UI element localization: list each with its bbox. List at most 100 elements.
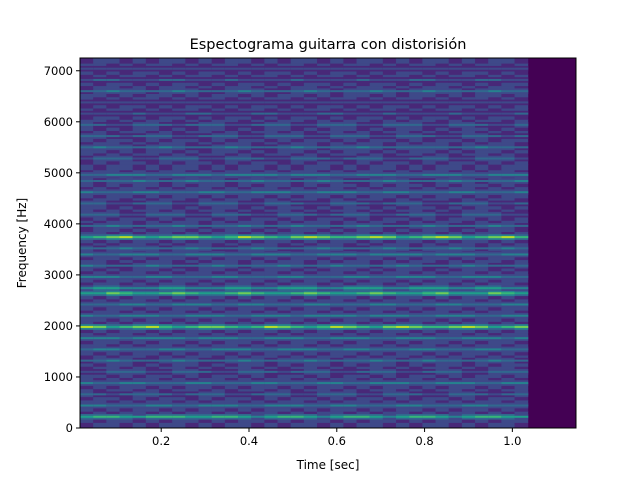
spectrogram-haze-cell [251, 315, 265, 322]
spectrogram-band-cell [409, 236, 423, 239]
spectrogram-band-cell [185, 348, 200, 351]
spectrogram-haze-cell [343, 113, 358, 120]
spectrogram-haze-cell [514, 326, 529, 334]
spectrogram-haze-cell [382, 136, 397, 143]
spectrogram-haze-cell [330, 360, 344, 367]
spectrogram-band-cell [461, 404, 476, 407]
spectrogram-haze-cell [198, 282, 213, 289]
spectrogram-band-cell [356, 157, 371, 160]
spectrogram-band-cell [119, 173, 134, 176]
spectrogram-haze-cell [106, 282, 121, 289]
spectrogram-haze-cell [396, 259, 410, 266]
spectrogram-band-cell [224, 253, 239, 256]
spectrogram-band-cell [132, 359, 147, 362]
spectrogram-haze-cell [488, 79, 502, 87]
spectrogram-band-cell [145, 90, 160, 93]
spectrogram-haze-cell [435, 282, 450, 289]
spectrogram-haze-cell [93, 203, 107, 210]
spectrogram-haze-cell [119, 270, 134, 277]
spectrogram-band-cell [396, 247, 410, 250]
spectrogram-band-cell [514, 247, 529, 250]
spectrogram-band-cell [343, 179, 358, 183]
spectrogram-haze-cell [185, 338, 200, 345]
spectrogram-band-cell [317, 146, 331, 149]
spectrogram-haze-cell [80, 113, 94, 120]
spectrogram-band-cell [369, 393, 384, 396]
spectrogram-band-cell [501, 90, 516, 93]
spectrogram-band-cell [317, 337, 331, 340]
spectrogram-band-cell [80, 179, 94, 183]
spectrogram-band-cell [369, 292, 384, 295]
spectrogram-band-cell [132, 275, 147, 278]
spectrogram-haze-cell [369, 214, 384, 221]
spectrogram-haze-cell [211, 282, 226, 289]
spectrogram-haze-cell [356, 79, 371, 87]
spectrogram-haze-cell [514, 214, 529, 221]
spectrogram-band-cell [80, 224, 94, 227]
spectrogram-haze-cell [277, 293, 292, 300]
spectrogram-band-cell [356, 393, 371, 396]
spectrogram-band-cell [435, 382, 450, 385]
spectrogram-haze-cell [488, 158, 502, 165]
spectrogram-haze-cell [159, 136, 173, 143]
spectrogram-band-cell [251, 275, 265, 278]
spectrogram-haze-cell [422, 394, 437, 401]
spectrogram-band-cell [514, 359, 529, 362]
spectrogram-band-cell [185, 370, 200, 373]
spectrogram-band-cell [93, 135, 107, 138]
spectrogram-band-cell [343, 236, 358, 239]
spectrogram-band-cell [475, 348, 489, 351]
spectrogram-haze-cell [435, 113, 450, 120]
spectrogram-band-cell [93, 348, 107, 351]
spectrogram-haze-cell [80, 164, 94, 171]
spectrogram-haze-cell [343, 422, 358, 428]
spectrogram-band-cell [343, 415, 358, 418]
spectrogram-band-cell [290, 191, 305, 194]
spectrogram-haze-cell [422, 79, 437, 87]
spectrogram-band-cell [409, 348, 423, 351]
spectrogram-haze-cell [501, 248, 516, 255]
spectrogram-band-cell [448, 382, 463, 385]
spectrogram-haze-cell [211, 136, 226, 143]
spectrogram-haze-cell [422, 360, 437, 367]
spectrogram-band-cell [132, 292, 147, 295]
spectrogram-haze-cell [475, 371, 489, 378]
spectrogram-haze-cell [409, 68, 423, 75]
spectrogram-band-cell [369, 179, 384, 183]
spectrogram-haze-cell [119, 237, 134, 244]
spectrogram-haze-cell [224, 136, 239, 143]
spectrogram-haze-cell [251, 304, 265, 311]
spectrogram-band-cell [145, 191, 160, 194]
spectrogram-haze-cell [396, 192, 410, 199]
spectrogram-haze-cell [251, 293, 265, 300]
spectrogram-band-cell [198, 224, 213, 227]
spectrogram-band-cell [356, 359, 371, 362]
spectrogram-haze-cell [382, 360, 397, 367]
spectrogram-haze-cell [475, 259, 489, 266]
spectrogram-haze-cell [106, 326, 121, 334]
spectrogram-band-cell [435, 370, 450, 373]
spectrogram-band-cell [132, 67, 147, 70]
spectrogram-band-cell [172, 247, 186, 250]
spectrogram-band-cell [159, 325, 173, 328]
spectrogram-haze-cell [501, 68, 516, 75]
spectrogram-haze-cell [251, 158, 265, 165]
x-tick-label: 0.2 [152, 434, 170, 448]
spectrogram-band-cell [224, 236, 239, 239]
spectrogram-band-cell [264, 157, 279, 160]
spectrogram-haze-cell [343, 147, 358, 154]
spectrogram-haze-cell [356, 68, 371, 75]
spectrogram-haze-cell [448, 383, 463, 390]
spectrogram-band-cell [119, 348, 134, 351]
spectrogram-band-cell [290, 247, 305, 250]
spectrogram-band-cell [145, 393, 160, 396]
spectrogram-haze-cell [106, 360, 121, 367]
spectrogram-band-cell [224, 213, 239, 216]
spectrogram-band-cell [303, 264, 318, 267]
spectrogram-haze-cell [251, 68, 265, 75]
spectrogram-band-cell [290, 146, 305, 149]
spectrogram-band-cell [409, 90, 423, 93]
spectrogram-band-cell [448, 303, 463, 306]
spectrogram-haze-cell [277, 164, 292, 171]
spectrogram-band-cell [356, 179, 371, 183]
